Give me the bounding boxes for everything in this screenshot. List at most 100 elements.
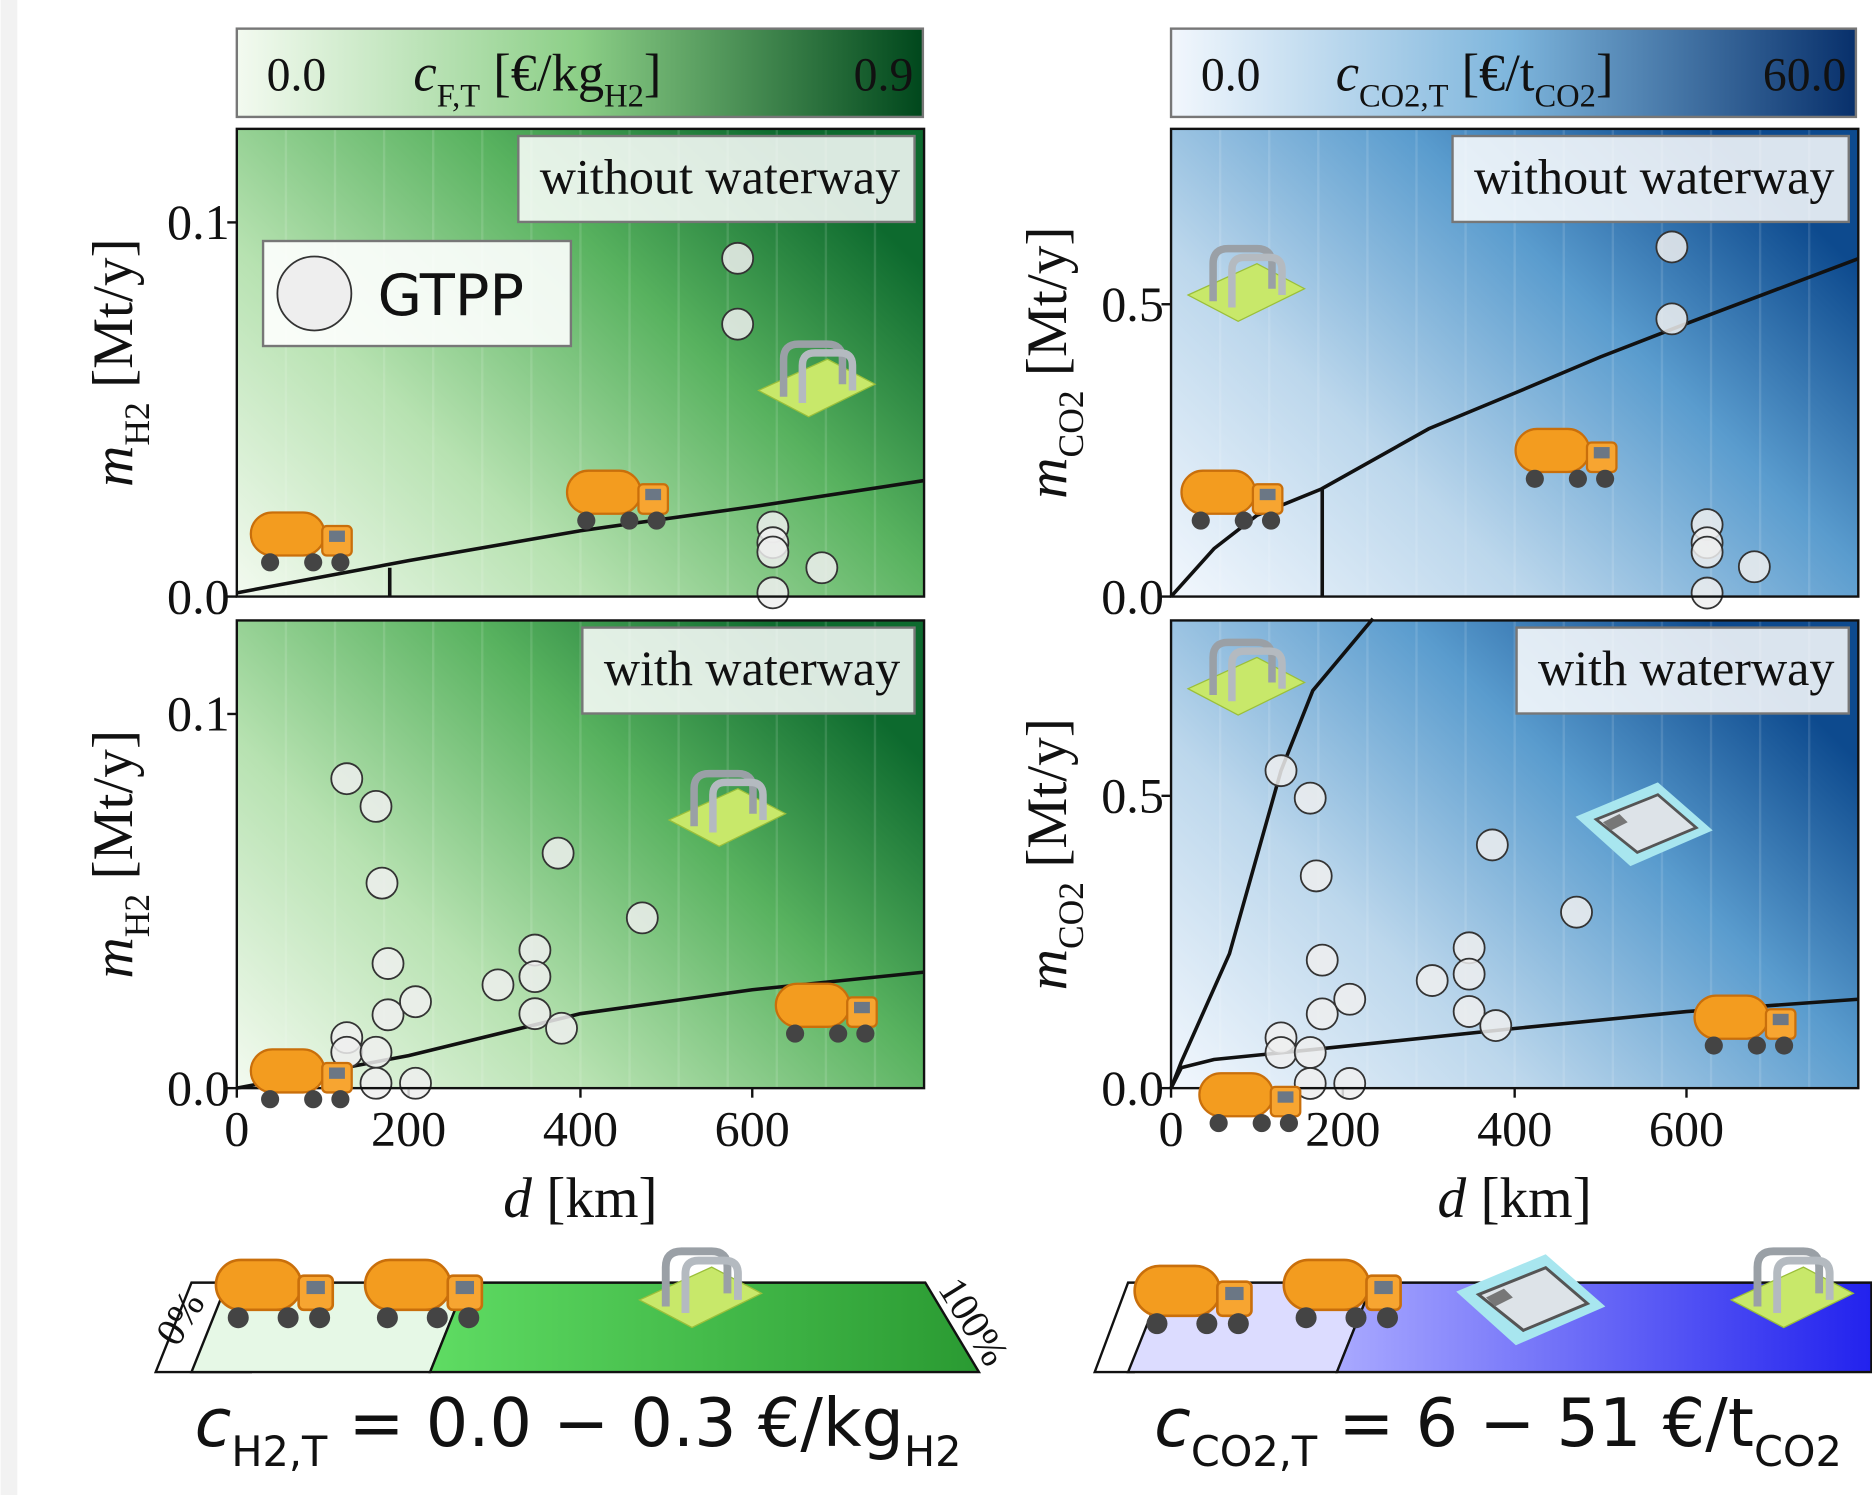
point — [1692, 578, 1723, 609]
x-axis-label: d [km] — [503, 1167, 657, 1230]
point — [1295, 783, 1326, 814]
colorbar-label-part: CO2,T — [1359, 78, 1449, 114]
point — [1656, 231, 1687, 262]
colorbar-tick-label: 0.9 — [854, 49, 914, 102]
colorbar-label-part: c — [413, 45, 436, 103]
y-tick-label: 0.0 — [167, 568, 230, 624]
point — [366, 868, 397, 899]
cost-formula-part: = 0.0 − 0.3 €/kg — [327, 1384, 904, 1462]
point — [400, 986, 431, 1017]
point — [1265, 1037, 1296, 1068]
annotation: without waterway — [540, 148, 900, 204]
y-axis-label-part: m — [82, 937, 145, 978]
y-axis-label-part: H2 — [117, 894, 157, 937]
cost-formula-part: H2 — [904, 1428, 961, 1476]
x-tick-label: 200 — [371, 1100, 446, 1156]
legend-marker — [277, 257, 351, 331]
x-axis-label-part: [km] — [532, 1167, 658, 1230]
point — [360, 1037, 391, 1068]
point — [757, 537, 788, 568]
x-tick-label: 600 — [1649, 1100, 1724, 1156]
point — [1334, 1068, 1365, 1099]
point — [806, 552, 837, 583]
point — [757, 577, 788, 608]
point — [1334, 984, 1365, 1015]
x-axis-label-part: [km] — [1466, 1167, 1592, 1230]
y-axis-label-part: m — [1016, 457, 1079, 498]
point — [1295, 1037, 1326, 1068]
cost-formula-part: = 6 − 51 €/t — [1317, 1384, 1754, 1462]
y-axis-label-part: m — [1016, 949, 1079, 990]
colorbar-label-part: ] — [1596, 45, 1613, 103]
colorbar-label-part: ] — [644, 45, 661, 103]
point — [543, 838, 574, 869]
y-tick-label: 0.1 — [167, 194, 230, 250]
point — [1477, 829, 1508, 860]
point — [1265, 755, 1296, 786]
colorbar-label-part: CO2 — [1534, 78, 1595, 114]
point — [722, 243, 753, 274]
point — [1417, 965, 1448, 996]
y-axis-label-part: CO2 — [1051, 390, 1091, 457]
point — [519, 961, 550, 992]
y-tick-label: 0.0 — [1101, 1060, 1164, 1116]
point — [1301, 860, 1332, 891]
cost-formula-part: CO2,T — [1191, 1428, 1318, 1476]
colorbar-tick-label: 0.0 — [1201, 49, 1261, 102]
colorbar-label-part: [€/t — [1448, 45, 1534, 103]
point — [1656, 303, 1687, 334]
x-axis-label-part: d — [1438, 1167, 1467, 1230]
cost-formula-part: CO2 — [1754, 1428, 1842, 1476]
annotation: with waterway — [604, 640, 900, 696]
colorbar-label-part: [€/kg — [480, 45, 604, 103]
y-tick-label: 0.0 — [167, 1060, 230, 1116]
y-tick-label: 0.5 — [1101, 276, 1164, 332]
colorbar-label-part: c — [1336, 45, 1359, 103]
page-margin — [1, 0, 18, 1495]
point — [1692, 537, 1723, 568]
colorbar-label-part: F,T — [437, 78, 481, 114]
y-axis-label-part: [Mt/y] — [1016, 227, 1079, 391]
x-axis-label-part: d — [503, 1167, 532, 1230]
cost-formula-part: c — [195, 1384, 232, 1462]
point — [400, 1068, 431, 1099]
colorbar-tick-label: 60.0 — [1763, 49, 1847, 102]
x-tick-label: 600 — [715, 1100, 790, 1156]
point — [373, 999, 404, 1030]
cost-formula-part: c — [1154, 1384, 1191, 1462]
y-tick-label: 0.1 — [167, 686, 230, 742]
colorbar-label-part: H2 — [604, 78, 644, 114]
point — [722, 309, 753, 340]
y-tick-label: 0.5 — [1101, 768, 1164, 824]
y-axis-label-part: CO2 — [1051, 882, 1091, 949]
point — [627, 902, 658, 933]
point — [1307, 945, 1338, 976]
x-tick-label: 200 — [1305, 1100, 1380, 1156]
cost-formula-part: H2,T — [231, 1428, 328, 1476]
x-tick-label: 400 — [1477, 1100, 1552, 1156]
point — [360, 791, 391, 822]
point — [373, 948, 404, 979]
figure: 0.00.9cF,T [€/kgH2]0.060.0cCO2,T [€/tCO2… — [0, 0, 1872, 1495]
y-axis-label-part: m — [82, 446, 145, 487]
colorbar-tick-label: 0.0 — [267, 49, 327, 102]
point — [1454, 959, 1485, 990]
y-tick-label: 0.0 — [1101, 568, 1164, 624]
legend-label: GTPP — [378, 262, 524, 329]
y-axis-label-part: [Mt/y] — [82, 238, 145, 402]
y-axis-label-part: [Mt/y] — [1016, 718, 1079, 882]
x-tick-label: 400 — [543, 1100, 618, 1156]
annotation: with waterway — [1538, 640, 1834, 696]
point — [360, 1068, 391, 1099]
x-tick-label: 0 — [224, 1100, 249, 1156]
annotation: without waterway — [1474, 148, 1834, 204]
point — [1307, 998, 1338, 1029]
point — [331, 763, 362, 794]
point — [546, 1013, 577, 1044]
point — [1739, 551, 1770, 582]
x-axis-label: d [km] — [1438, 1167, 1592, 1230]
point — [1480, 1010, 1511, 1041]
x-tick-label: 0 — [1159, 1100, 1184, 1156]
point — [1561, 897, 1592, 928]
y-axis-label-part: H2 — [117, 402, 157, 445]
